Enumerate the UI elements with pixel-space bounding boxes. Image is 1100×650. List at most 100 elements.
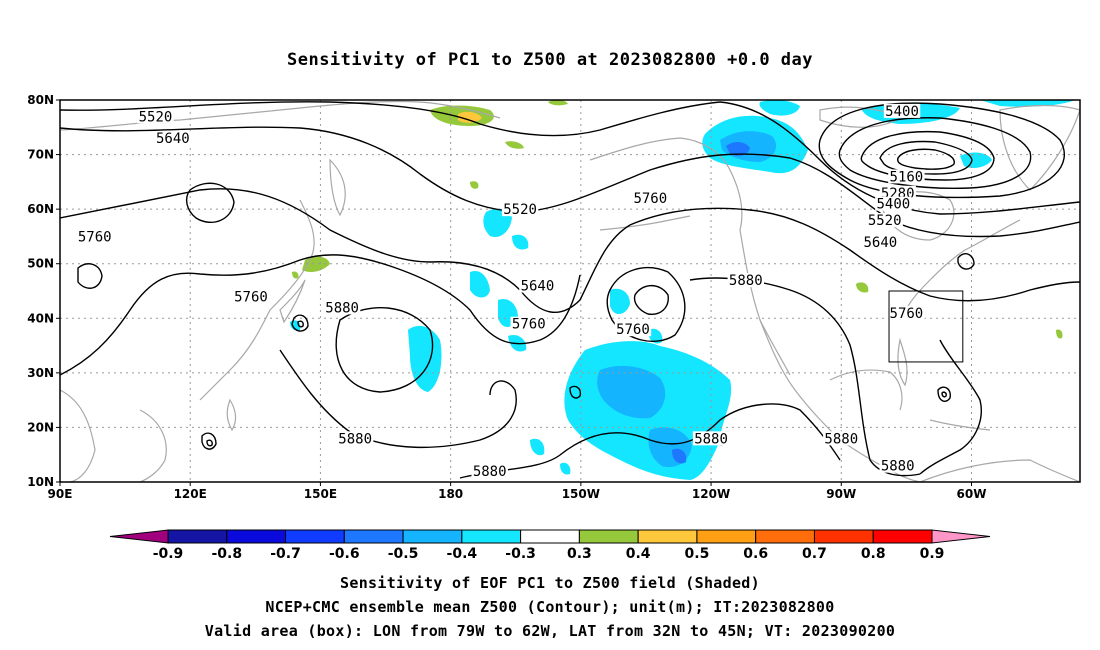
contour-label-bg [883,103,921,118]
valid-area-box [888,290,964,363]
contour-label-bg [471,464,508,479]
contour-label-bg [866,213,903,228]
contour-label-bg [137,109,174,124]
contour-label: 5760 [616,322,650,338]
contour-label-bg [879,458,916,473]
colorbar-label: 0.9 [920,546,945,562]
shade-patch-green-6 [1056,329,1063,339]
coast-alaska [589,137,743,231]
contour-label: 5640 [156,131,190,147]
contour-small-high-pac [569,385,582,399]
contour-5760-east [749,209,1080,302]
colorbar-box [696,529,757,544]
lon-label: 150W [562,487,600,501]
contour-5880-atlantic [919,339,982,475]
coast-india [60,389,96,482]
contour-label-bg [232,289,270,304]
caption-line-1: Sensitivity of EOF PC1 to Z500 field (Sh… [340,574,760,592]
colorbar-end-right [931,529,991,544]
lon-label: 90W [826,487,856,501]
coast-na-east [899,219,1021,321]
lat-label: 50N [27,257,54,271]
contour-label: 5760 [633,191,667,207]
contour-label: 5760 [890,306,924,322]
contour-small-low-west [77,263,103,289]
gridlines [60,100,1080,482]
contour-label: 5400 [885,104,919,120]
lat-label: 20N [27,420,54,434]
lat-label: 60N [27,202,54,216]
contour-label-bg [727,273,764,288]
contour-5520-east [719,101,1080,215]
contour-label-bg [323,300,361,315]
coast-south-america [919,459,1080,482]
contour-5280-ring [838,117,1032,189]
sensitivity-shading [290,100,1075,480]
contour-label: 5880 [824,431,858,447]
latitude-labels: 80N 70N 60N 50N 40N 30N 20N 10N [27,93,54,489]
contour-label-bg [879,185,916,200]
colorbar-labels: -0.9 -0.8 -0.7 -0.6 -0.5 -0.4 -0.3 0.3 0.4 0.5 0.6… [153,546,945,562]
shade-patch-green-asia [302,256,330,272]
shade-patch-green-2 [505,141,524,149]
shade-patch-green-5 [856,282,869,293]
contour-label: 5880 [325,300,359,316]
shade-patch-nw-pacific-north [759,100,800,116]
lat-label: 10N [27,475,54,489]
coastlines [60,100,1080,482]
colorbar-label: 0.3 [567,546,592,562]
contour-label-bg [76,229,113,244]
coast-kamchatka [329,158,346,217]
contour-label: 5880 [881,459,915,475]
colorbar-label: -0.9 [153,546,184,562]
colorbar-label: 0.4 [626,546,651,562]
contour-label: 5640 [863,235,897,251]
contour-small-high-sea [201,432,217,450]
contour-label-bg [823,431,860,446]
contour-label-bg [519,278,556,293]
chart-title: Sensitivity of PC1 to Z500 at 2023082800… [286,50,813,70]
shade-patch-alaska-core [726,142,750,156]
contour-small-high-atl [937,386,951,402]
colorbar-box [226,529,287,544]
coast-aleutians [599,215,691,231]
coast-caribbean [929,419,991,431]
colorbar-label: -0.3 [505,546,536,562]
contour-label-bg [632,191,669,206]
lat-label: 30N [27,366,54,380]
contour-small-high-sea-inner [206,439,213,447]
shade-patch-tropical-core [672,448,687,464]
contour-small-high-japan [291,314,309,332]
contour-5160-ring [860,130,995,181]
coast-japan [279,279,306,324]
lat-label: 70N [27,148,54,162]
contour-small-high-japan-inner [297,320,304,328]
colorbar-label: 0.5 [685,546,710,562]
contour-label: 5520 [139,109,173,125]
shade-patch-nepac-2 [648,328,663,344]
colorbar-box [167,529,228,544]
contour-label-bg [875,196,912,211]
colorbar-box [813,529,874,544]
shade-patch-dateline-2 [512,234,529,250]
shade-patch-sw1 [530,438,545,456]
colorbar-box [461,529,522,544]
map-frame [59,99,1081,483]
colorbar-box [872,529,933,544]
colorbar-box [637,529,698,544]
colorbar-label: -0.5 [388,546,419,562]
coast-florida [897,337,908,387]
contour-5640-east [789,157,1080,238]
colorbar-label: -0.6 [329,546,360,562]
coast-greenland [999,104,1080,191]
caption-line-3: Valid area (box): LON from 79W to 62W, L… [204,622,896,640]
colorbar-box [520,529,580,544]
shade-patch-green-3 [548,100,568,106]
shade-patch-nepac [610,288,630,315]
coast-philippines [226,398,237,432]
contour-label-bg [888,169,925,184]
contour-5400-ring [818,102,1066,199]
contour-label: 5760 [78,229,112,245]
shade-patch-green-7 [292,271,299,279]
lon-label: 180 [438,487,463,501]
